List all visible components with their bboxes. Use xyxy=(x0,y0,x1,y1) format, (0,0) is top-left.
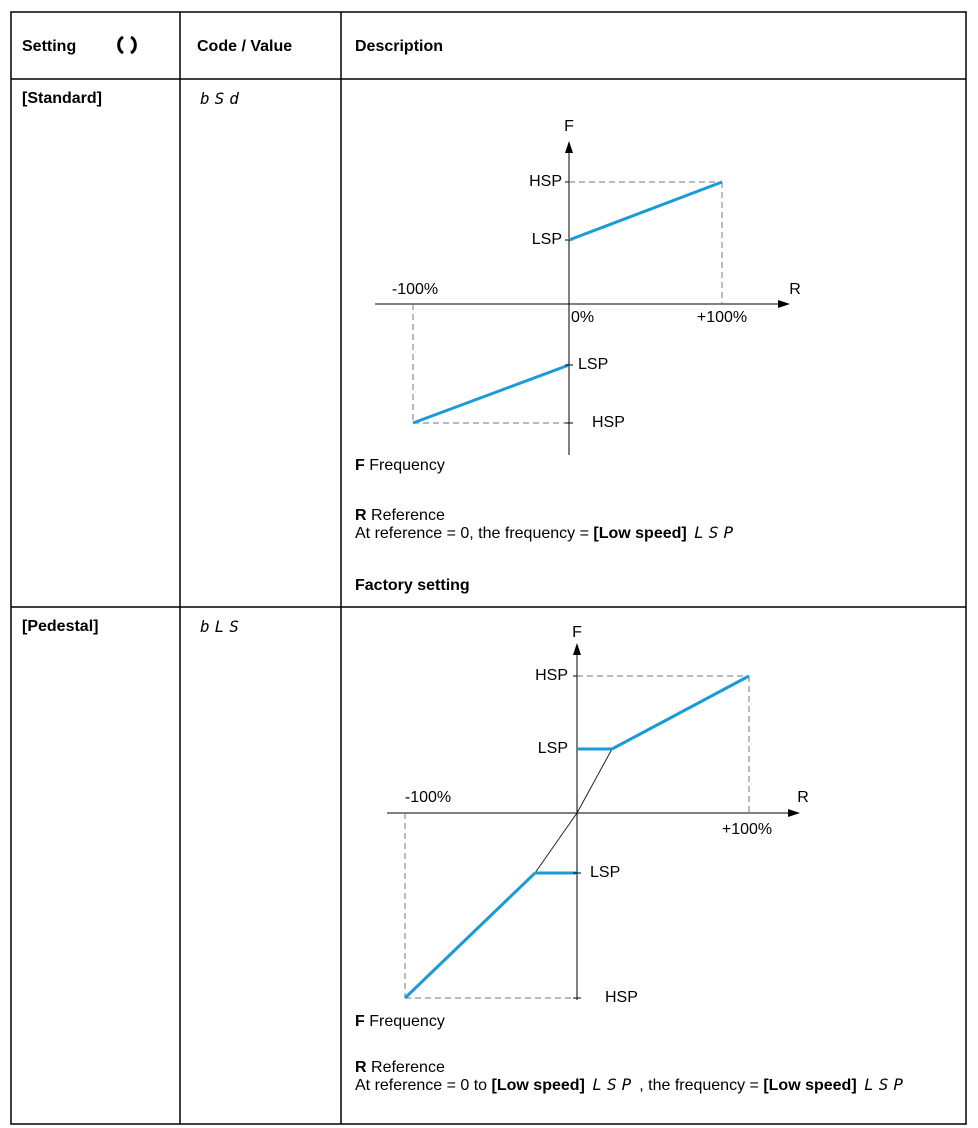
diagram-label: -100% xyxy=(405,789,451,806)
legend-text: Reference xyxy=(371,1059,445,1076)
note-part: LSP xyxy=(592,1075,637,1094)
legend-text: Frequency xyxy=(369,457,445,474)
axis xyxy=(534,812,578,874)
diagram-label: F xyxy=(572,624,582,641)
note-part: [Low speed] xyxy=(593,525,687,542)
code: bLS xyxy=(200,617,244,636)
note-part: At reference = 0, the frequency = xyxy=(355,525,594,542)
diagram-label: LSP xyxy=(578,356,608,373)
note-part: , the frequency = xyxy=(639,1077,764,1094)
diagram-label: HSP xyxy=(535,667,568,684)
diagram-label: F xyxy=(564,118,574,135)
diagram-label: HSP xyxy=(605,989,638,1006)
legend-key: R xyxy=(355,507,367,524)
note-part: At reference = 0 to xyxy=(355,1077,492,1094)
diagram-label: +100% xyxy=(722,821,772,838)
curve xyxy=(568,180,723,242)
legend-key: F xyxy=(355,457,365,474)
axis xyxy=(576,748,613,814)
arrow xyxy=(573,643,581,655)
header-description: Description xyxy=(355,38,444,55)
diagram-label: R xyxy=(789,281,801,298)
note: At reference = 0 to [Low speed] LSP, the… xyxy=(355,1076,955,1094)
legend-item: F Frequency xyxy=(355,457,445,475)
diagram-label: HSP xyxy=(592,414,625,431)
legend-item: F Frequency xyxy=(355,1013,445,1031)
footer: Factory setting xyxy=(355,577,470,594)
diagram-label: LSP xyxy=(532,231,562,248)
header-code: Code / Value xyxy=(197,38,293,55)
legend-text: Reference xyxy=(371,507,445,524)
diagram-label: R xyxy=(797,789,809,806)
diagram-label: 0% xyxy=(571,309,594,326)
note-part: LSP xyxy=(864,1075,909,1094)
header-setting: Setting xyxy=(22,38,77,55)
arrow xyxy=(778,300,790,308)
curve xyxy=(403,871,537,1000)
legend-item: R Reference xyxy=(355,507,445,525)
legend-key: F xyxy=(355,1013,365,1030)
curve xyxy=(611,674,750,751)
arrow xyxy=(788,809,800,817)
legend-text: Frequency xyxy=(369,1013,445,1030)
diagram-label: HSP xyxy=(529,173,562,190)
legend-item: R Reference xyxy=(355,1059,445,1077)
diagram-label: LSP xyxy=(590,864,620,881)
note-part: [Low speed] xyxy=(491,1077,585,1094)
curve xyxy=(412,363,570,425)
diagram-label: -100% xyxy=(392,281,438,298)
setting: [Standard] xyxy=(22,90,102,107)
note-part: LSP xyxy=(694,523,739,542)
diagram-label: LSP xyxy=(538,740,568,757)
setting: [Pedestal] xyxy=(22,618,99,635)
note: At reference = 0, the frequency = [Low s… xyxy=(355,524,955,542)
refresh-icon xyxy=(117,35,137,55)
arrow xyxy=(565,141,573,153)
diagram-label: +100% xyxy=(697,309,747,326)
code: bSd xyxy=(200,89,244,108)
note-part: [Low speed] xyxy=(763,1077,857,1094)
legend-key: R xyxy=(355,1059,367,1076)
